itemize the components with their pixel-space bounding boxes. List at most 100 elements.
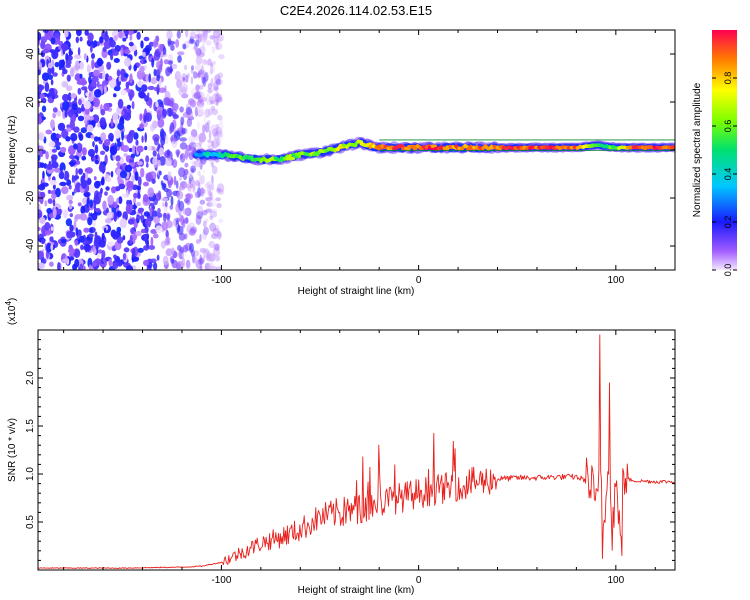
y-tick-label: 40	[25, 48, 36, 60]
noise-point	[183, 217, 189, 224]
noise-point	[192, 71, 198, 79]
noise-point	[98, 239, 106, 248]
noise-point	[176, 30, 181, 39]
noise-point	[107, 194, 114, 206]
noise-point	[138, 207, 144, 213]
noise-point	[160, 130, 167, 141]
noise-point	[66, 74, 71, 82]
noise-point	[197, 170, 201, 176]
noise-point	[56, 134, 62, 139]
noise-point	[140, 228, 146, 234]
noise-point	[94, 144, 99, 154]
noise-point	[70, 161, 74, 168]
noise-point	[185, 144, 192, 151]
bottom-panel: -100 0 100 0.5 1.0 1.5 2.0 Height of straight …	[4, 298, 676, 596]
noise-point	[106, 177, 112, 183]
noise-point	[181, 127, 186, 135]
noise-point	[212, 247, 221, 257]
noise-point	[162, 46, 167, 56]
noise-point	[143, 181, 149, 187]
noise-point	[205, 264, 210, 270]
noise-point	[135, 139, 139, 146]
noise-point	[59, 146, 67, 153]
noise-point	[166, 213, 170, 222]
noise-point	[124, 49, 131, 54]
noise-point	[73, 54, 82, 60]
x-tick-label: -100	[211, 275, 231, 286]
noise-point	[130, 227, 135, 234]
noise-point	[188, 180, 192, 185]
noise-point	[205, 60, 213, 66]
noise-point	[152, 210, 158, 217]
noise-point	[92, 141, 95, 148]
noise-point	[202, 169, 205, 174]
noise-point	[182, 252, 186, 258]
noise-point	[103, 103, 110, 111]
noise-point	[166, 220, 173, 229]
noise-point	[212, 141, 215, 150]
noise-point	[207, 83, 212, 90]
noise-point	[78, 133, 84, 141]
spectrogram	[38, 30, 675, 270]
noise-point	[100, 108, 106, 116]
noise-point	[170, 258, 175, 264]
noise-point	[168, 40, 176, 46]
noise-point	[162, 202, 165, 208]
noise-point	[201, 97, 208, 102]
noise-point	[55, 145, 61, 151]
noise-point	[200, 71, 205, 80]
noise-point	[91, 53, 95, 59]
band-segment	[291, 152, 299, 159]
noise-point	[140, 58, 144, 65]
noise-point	[121, 130, 125, 141]
noise-point	[199, 188, 206, 195]
noise-point	[51, 148, 58, 153]
noise-point	[77, 115, 85, 122]
noise-point	[165, 248, 173, 257]
noise-point	[79, 36, 83, 42]
noise-point	[141, 135, 144, 143]
noise-point	[169, 125, 173, 135]
band-segment	[427, 145, 435, 151]
noise-point	[110, 52, 114, 61]
noise-point	[201, 32, 205, 39]
noise-point	[55, 187, 61, 198]
noise-point	[92, 245, 96, 252]
noise-point	[154, 136, 159, 146]
noise-point	[80, 127, 87, 134]
noise-point	[124, 164, 133, 173]
noise-point	[199, 265, 203, 270]
noise-point	[99, 117, 106, 127]
y-tick-label: 2.0	[25, 371, 36, 385]
noise-point	[116, 69, 121, 77]
noise-point	[106, 61, 112, 70]
noise-point	[51, 49, 59, 60]
noise-point	[60, 238, 67, 244]
noise-point	[169, 205, 174, 210]
noise-point	[207, 139, 213, 144]
noise-point	[113, 35, 118, 41]
noise-point	[188, 135, 196, 143]
noise-point	[208, 253, 216, 262]
noise-point	[197, 120, 200, 129]
noise-point	[143, 36, 150, 42]
noise-point	[213, 132, 220, 141]
noise-point	[71, 103, 78, 111]
noise-point	[68, 256, 75, 261]
noise-point	[113, 58, 120, 63]
noise-point	[83, 227, 90, 233]
noise-point	[198, 70, 201, 77]
noise-point	[103, 227, 107, 234]
noise-point	[190, 129, 198, 138]
noise-point	[117, 175, 122, 183]
noise-point	[179, 142, 188, 150]
noise-point	[79, 213, 87, 221]
noise-point	[215, 197, 221, 202]
noise-point	[148, 245, 156, 250]
noise-point	[191, 65, 194, 71]
noise-point	[84, 170, 89, 181]
noise-point	[157, 190, 162, 200]
noise-point	[126, 189, 129, 198]
noise-point	[147, 85, 155, 91]
noise-point	[209, 222, 217, 232]
